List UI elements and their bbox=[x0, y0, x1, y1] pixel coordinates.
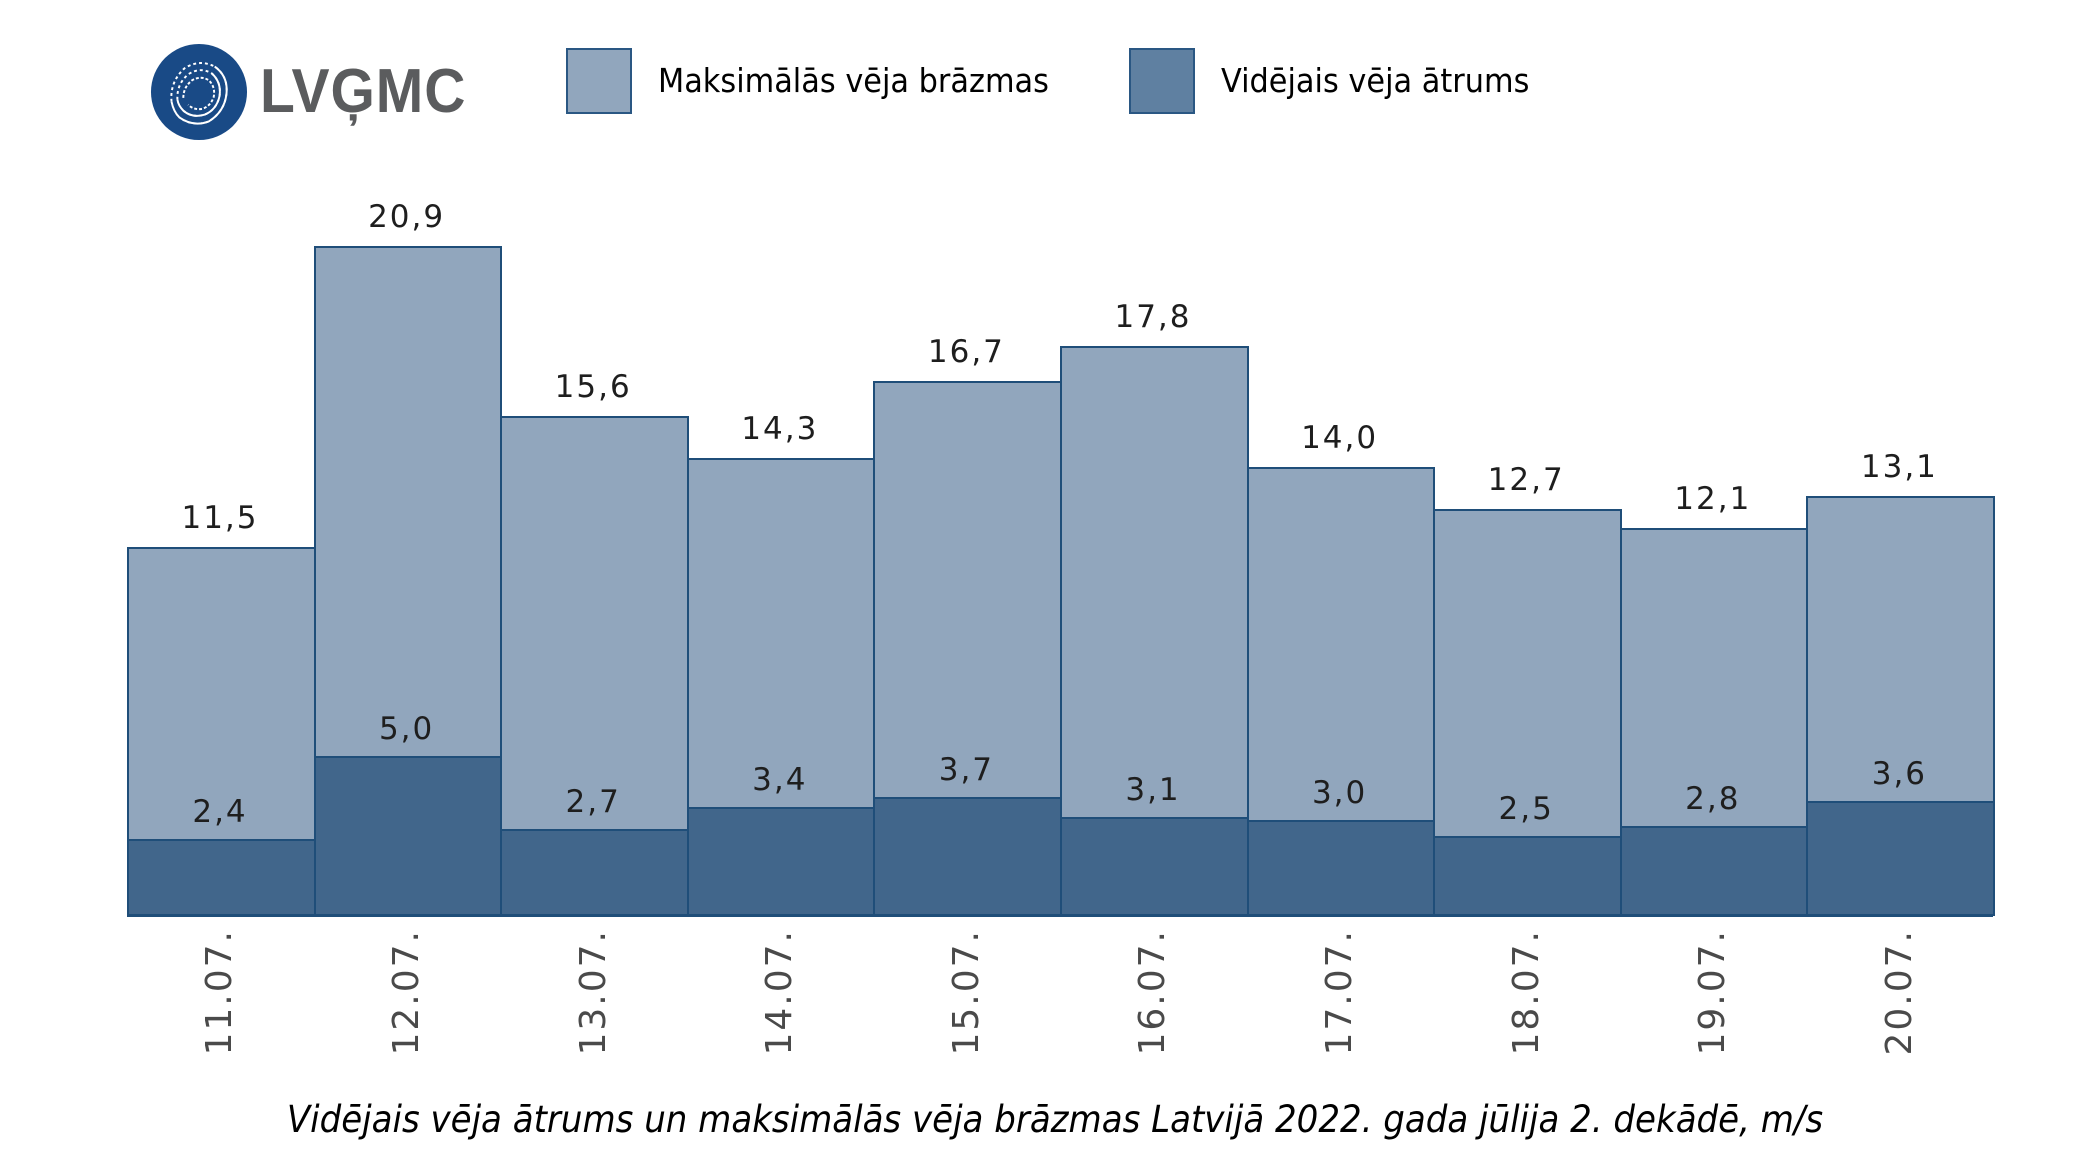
legend-swatch-max-gusts bbox=[566, 47, 632, 114]
lvgmc-globe-icon bbox=[150, 43, 248, 141]
chart-caption: Vidējais vēja ātrums un maksimālās vēja … bbox=[286, 1098, 1824, 1141]
max-gusts-value-label: 16,7 bbox=[927, 333, 1005, 370]
legend-label-max-gusts: Maksimālās vēja brāzmas bbox=[658, 61, 1049, 100]
legend-item-avg-speed: Vidējais vēja ātrums bbox=[1129, 46, 1556, 115]
x-axis-date-label: 20.07. bbox=[1878, 929, 1920, 1056]
avg-speed-value-label: 3,6 bbox=[1871, 755, 1928, 792]
max-gusts-value-label: 12,7 bbox=[1487, 461, 1565, 498]
bar-avg-speed bbox=[1806, 800, 1995, 916]
avg-speed-value-label: 3,4 bbox=[752, 762, 808, 799]
bar-avg-speed bbox=[500, 829, 689, 916]
avg-speed-value-label: 2,8 bbox=[1685, 781, 1741, 818]
x-axis-date-label: 18.07. bbox=[1505, 929, 1547, 1056]
avg-speed-value-label: 2,4 bbox=[192, 794, 248, 831]
bar-avg-speed bbox=[127, 839, 316, 916]
max-gusts-value-label: 12,1 bbox=[1674, 481, 1752, 518]
bar-avg-speed bbox=[1619, 826, 1809, 916]
max-gusts-value-label: 14,3 bbox=[741, 410, 819, 447]
legend-label-avg-speed: Vidējais vēja ātrums bbox=[1221, 61, 1530, 100]
x-axis-date-label: 12.07. bbox=[385, 929, 427, 1056]
x-axis-date-label: 15.07. bbox=[945, 929, 987, 1056]
x-axis-date-label: 11.07. bbox=[199, 929, 241, 1056]
avg-speed-value-label: 5,0 bbox=[378, 710, 435, 747]
legend-item-max-gusts: Maksimālās vēja brāzmas bbox=[566, 46, 1083, 115]
logo-text: LVĢMC bbox=[260, 57, 467, 126]
max-gusts-value-label: 17,8 bbox=[1114, 298, 1192, 335]
avg-speed-value-label: 2,5 bbox=[1498, 790, 1554, 827]
max-gusts-value-label: 11,5 bbox=[181, 500, 259, 537]
bar-avg-speed bbox=[1060, 816, 1249, 916]
legend-swatch-avg-speed bbox=[1129, 47, 1195, 114]
lvgmc-logo: LVĢMC bbox=[150, 43, 484, 141]
bar-avg-speed bbox=[686, 807, 876, 916]
x-axis-date-label: 14.07. bbox=[759, 929, 801, 1056]
bar-avg-speed bbox=[873, 797, 1062, 916]
x-axis-date-label: 17.07. bbox=[1318, 929, 1360, 1056]
avg-speed-value-label: 3,7 bbox=[938, 752, 995, 789]
max-gusts-value-label: 13,1 bbox=[1860, 449, 1938, 486]
avg-speed-value-label: 3,1 bbox=[1125, 771, 1181, 808]
avg-speed-value-label: 2,7 bbox=[565, 784, 621, 821]
x-axis-date-label: 13.07. bbox=[572, 929, 614, 1056]
x-axis-date-label: 16.07. bbox=[1132, 929, 1174, 1056]
bar-avg-speed bbox=[313, 755, 503, 916]
max-gusts-value-label: 15,6 bbox=[554, 369, 632, 406]
avg-speed-value-label: 3,0 bbox=[1311, 774, 1368, 811]
x-axis-line bbox=[127, 914, 1993, 917]
bar-avg-speed bbox=[1246, 819, 1436, 916]
max-gusts-value-label: 20,9 bbox=[368, 199, 446, 236]
max-gusts-value-label: 14,0 bbox=[1301, 420, 1379, 457]
bar-avg-speed bbox=[1433, 835, 1622, 916]
x-axis-date-label: 19.07. bbox=[1692, 929, 1734, 1056]
